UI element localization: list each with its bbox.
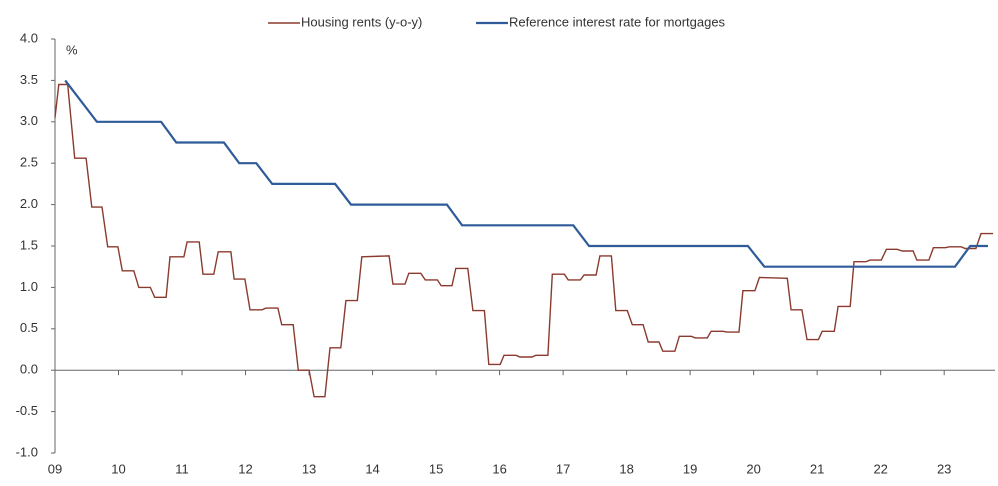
x-tick-label: 18 xyxy=(619,461,633,476)
legend-label: Housing rents (y-o-y) xyxy=(301,14,422,29)
unit-annotation: % xyxy=(66,42,78,57)
y-tick-label: 1.5 xyxy=(20,237,38,252)
x-tick-label: 20 xyxy=(746,461,760,476)
y-tick-label: -1.0 xyxy=(16,444,38,459)
x-tick-label: 13 xyxy=(302,461,316,476)
x-tick-label: 23 xyxy=(937,461,951,476)
y-tick-label: 4.0 xyxy=(20,30,38,45)
x-tick-label: 14 xyxy=(365,461,379,476)
x-tick-label: 21 xyxy=(810,461,824,476)
y-tick-label: 2.5 xyxy=(20,155,38,170)
series-line xyxy=(54,83,994,398)
legend-label: Reference interest rate for mortgages xyxy=(509,14,726,29)
y-tick-label: -0.5 xyxy=(16,403,38,418)
x-tick-label: 11 xyxy=(175,461,189,476)
y-tick-label: 3.5 xyxy=(20,72,38,87)
x-tick-label: 12 xyxy=(238,461,252,476)
x-tick-label: 17 xyxy=(556,461,570,476)
y-tick-label: 0.0 xyxy=(20,362,38,377)
series-line xyxy=(64,79,988,268)
x-tick-label: 19 xyxy=(683,461,697,476)
y-tick-label: 1.0 xyxy=(20,279,38,294)
x-tick-label: 22 xyxy=(873,461,887,476)
x-tick-label: 15 xyxy=(429,461,443,476)
x-tick-label: 09 xyxy=(48,461,62,476)
x-tick-label: 16 xyxy=(492,461,506,476)
y-tick-label: 0.5 xyxy=(20,320,38,335)
y-tick-label: 2.0 xyxy=(20,196,38,211)
x-tick-label: 10 xyxy=(111,461,125,476)
y-tick-label: 3.0 xyxy=(20,113,38,128)
